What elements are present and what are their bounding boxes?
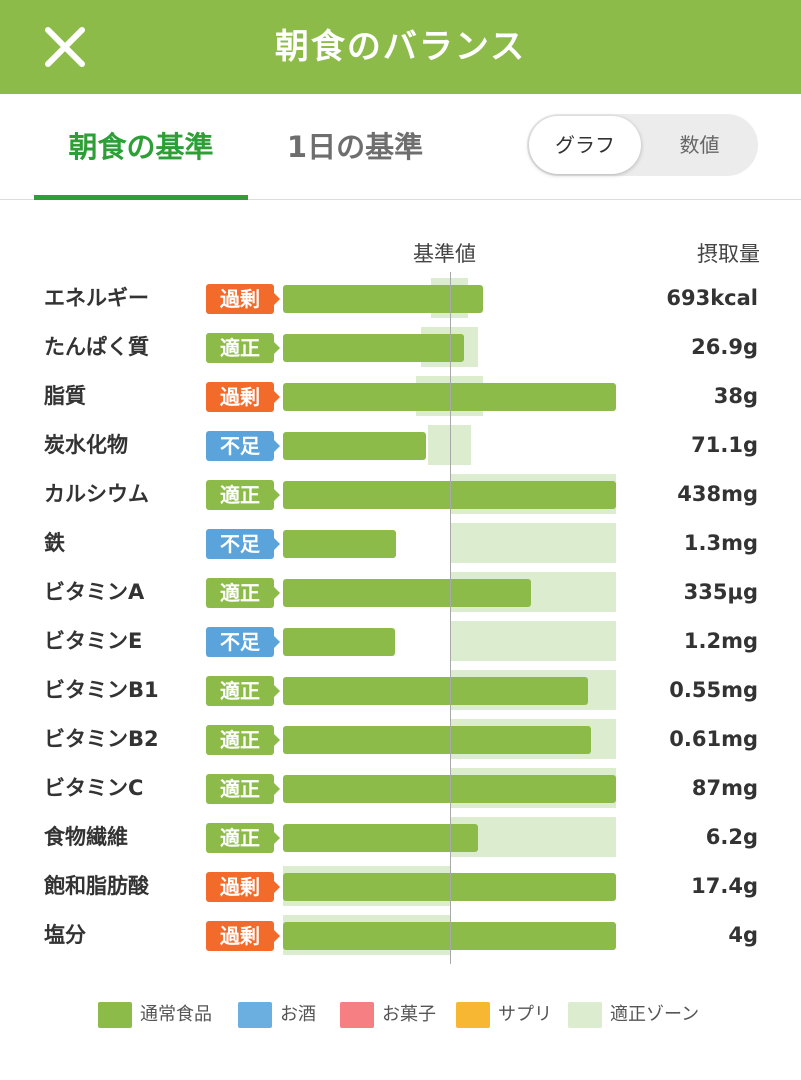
intake-bar (283, 285, 483, 313)
nutrient-name: ビタミンE (44, 629, 143, 653)
nutrient-row: 脂質 過剰 38g (0, 376, 801, 430)
status-badge: 過剰 (206, 284, 280, 314)
legend-swatch (568, 1002, 602, 1028)
intake-value: 0.61mg (669, 727, 758, 751)
status-badge: 適正 (206, 480, 280, 510)
tab-daily-standard[interactable]: 1日の基準 (286, 130, 424, 164)
nutrient-row: ビタミンB1 適正 0.55mg (0, 670, 801, 724)
nutrient-row: 炭水化物 不足 71.1g (0, 425, 801, 479)
intake-value: 38g (713, 384, 758, 408)
intake-value: 87mg (691, 776, 758, 800)
reference-header: 基準値 (413, 242, 476, 266)
intake-bar (283, 628, 395, 656)
intake-bar (283, 579, 532, 607)
intake-bar (283, 726, 592, 754)
optimal-zone (449, 523, 616, 563)
nutrient-row: ビタミンE 不足 1.2mg (0, 621, 801, 675)
toggle-graph[interactable]: グラフ (529, 116, 641, 174)
intake-bar (283, 383, 616, 411)
status-badge: 不足 (206, 627, 280, 657)
nutrient-row: ビタミンC 適正 87mg (0, 768, 801, 822)
nutrient-bar-chart: 基準値 摂取量 エネルギー 過剰 693kcal たんぱく質 適正 26.9g 脂質 過剰 38… (0, 200, 801, 980)
status-badge: 適正 (206, 774, 280, 804)
nutrient-name: 食物繊維 (44, 825, 128, 849)
legend-label: お酒 (280, 1004, 316, 1025)
nutrient-name: たんぱく質 (44, 335, 149, 359)
intake-value: 4g (728, 923, 758, 947)
intake-value: 17.4g (691, 874, 758, 898)
status-badge: 適正 (206, 676, 280, 706)
legend-label: 通常食品 (140, 1004, 212, 1025)
intake-bar (283, 824, 478, 852)
intake-bar (283, 432, 427, 460)
nutrient-row: 食物繊維 適正 6.2g (0, 817, 801, 871)
nutrient-row: 鉄 不足 1.3mg (0, 523, 801, 577)
legend-swatch (98, 1002, 132, 1028)
nutrient-name: ビタミンC (44, 776, 144, 800)
optimal-zone (427, 425, 472, 465)
intake-bar (283, 530, 397, 558)
status-badge: 適正 (206, 578, 280, 608)
nutrient-name: 飽和脂肪酸 (44, 874, 149, 898)
nutrient-row: 飽和脂肪酸 過剰 17.4g (0, 866, 801, 920)
intake-value: 26.9g (691, 335, 758, 359)
intake-bar (283, 481, 616, 509)
nutrient-row: ビタミンA 適正 335μg (0, 572, 801, 626)
intake-bar (283, 873, 616, 901)
close-icon (45, 27, 85, 67)
nutrient-name: 炭水化物 (44, 433, 128, 457)
nutrient-name: エネルギー (44, 286, 149, 310)
status-badge: 適正 (206, 725, 280, 755)
page-title: 朝食のバランス (274, 27, 527, 67)
legend-swatch (238, 1002, 272, 1028)
nutrient-name: ビタミンA (44, 580, 145, 604)
intake-value: 335μg (683, 580, 758, 604)
nutrient-name: ビタミンB1 (44, 678, 159, 702)
intake-value: 71.1g (691, 433, 758, 457)
legend-label: サプリ (498, 1004, 552, 1025)
nutrient-name: 脂質 (44, 384, 86, 408)
intake-bar (283, 334, 465, 362)
intake-value: 693kcal (666, 286, 758, 310)
status-badge: 過剰 (206, 382, 280, 412)
intake-value: 1.3mg (683, 531, 758, 555)
nutrient-row: ビタミンB2 適正 0.61mg (0, 719, 801, 773)
legend-label: 適正ゾーン (610, 1004, 700, 1025)
nutrient-name: 塩分 (44, 923, 86, 947)
legend-label: お菓子 (382, 1004, 436, 1025)
tab-bar: 朝食の基準 1日の基準 グラフ 数値 (0, 94, 801, 200)
nutrient-row: エネルギー 過剰 693kcal (0, 278, 801, 332)
intake-bar (283, 677, 588, 705)
nutrient-name: 鉄 (44, 531, 65, 555)
nutrient-row: カルシウム 適正 438mg (0, 474, 801, 528)
legend-swatch (456, 1002, 490, 1028)
intake-bar (283, 775, 616, 803)
legend-swatch (340, 1002, 374, 1028)
toggle-numeric[interactable]: 数値 (679, 133, 720, 157)
intake-value: 438mg (677, 482, 758, 506)
legend: 通常食品 お酒 お菓子 サプリ 適正ゾーン (0, 1000, 801, 1030)
header-bar: 朝食のバランス (0, 0, 801, 94)
status-badge: 不足 (206, 431, 280, 461)
nutrient-name: ビタミンB2 (44, 727, 159, 751)
close-button[interactable] (34, 16, 96, 78)
nutrient-row: 塩分 過剰 4g (0, 915, 801, 969)
status-badge: 過剰 (206, 872, 280, 902)
optimal-zone (449, 621, 616, 661)
intake-value: 0.55mg (669, 678, 758, 702)
status-badge: 過剰 (206, 921, 280, 951)
nutrient-row: たんぱく質 適正 26.9g (0, 327, 801, 381)
status-badge: 不足 (206, 529, 280, 559)
intake-bar (283, 922, 616, 950)
intake-value: 6.2g (705, 825, 758, 849)
status-badge: 適正 (206, 333, 280, 363)
intake-value: 1.2mg (683, 629, 758, 653)
status-badge: 適正 (206, 823, 280, 853)
nutrient-name: カルシウム (44, 482, 149, 506)
reference-line (450, 272, 451, 964)
tab-breakfast-standard[interactable]: 朝食の基準 (34, 94, 248, 200)
intake-header: 摂取量 (697, 242, 760, 266)
view-toggle: グラフ 数値 (527, 114, 758, 176)
